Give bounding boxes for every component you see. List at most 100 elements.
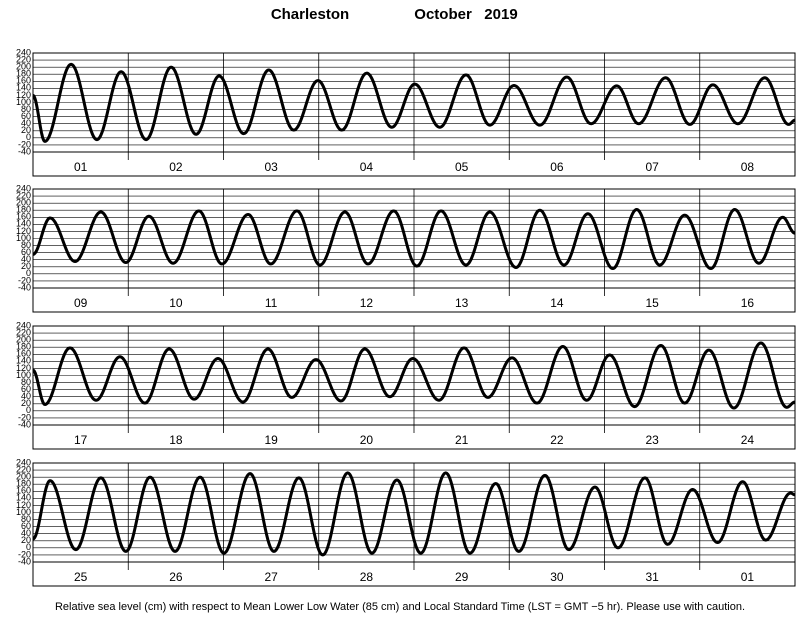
- y-tick-label: 220: [16, 54, 31, 64]
- day-label: 01: [74, 160, 88, 174]
- y-tick-label: 100: [16, 233, 31, 243]
- day-label: 07: [645, 160, 659, 174]
- tide-line: [32, 208, 796, 271]
- day-label: 27: [264, 570, 278, 584]
- tide-line: [32, 62, 797, 143]
- y-tick-label: -40: [18, 146, 31, 156]
- day-label: 20: [360, 433, 374, 447]
- day-label: 12: [360, 296, 374, 310]
- day-label: 30: [550, 570, 564, 584]
- y-tick-label: 20: [21, 125, 31, 135]
- y-tick-label: 140: [16, 356, 31, 366]
- day-label: 15: [645, 296, 659, 310]
- y-tick-label: 120: [16, 90, 31, 100]
- y-tick-label: 140: [16, 493, 31, 503]
- y-tick-label: 40: [21, 254, 31, 264]
- y-tick-label: 180: [16, 69, 31, 79]
- y-tick-label: 20: [21, 261, 31, 271]
- y-tick-label: 120: [16, 363, 31, 373]
- y-tick-label: -20: [18, 549, 31, 559]
- day-label: 19: [264, 433, 278, 447]
- day-label: 08: [741, 160, 755, 174]
- y-tick-label: -40: [18, 419, 31, 429]
- day-label: 11: [265, 296, 278, 310]
- y-tick-label: -40: [18, 282, 31, 292]
- y-tick-label: -20: [18, 275, 31, 285]
- y-tick-label: 220: [16, 464, 31, 474]
- y-tick-label: 80: [21, 240, 31, 250]
- y-tick-label: 200: [16, 62, 31, 72]
- y-tick-label: 160: [16, 486, 31, 496]
- day-label: 04: [360, 160, 374, 174]
- y-tick-label: 60: [21, 521, 31, 531]
- day-label: 09: [74, 296, 88, 310]
- y-tick-label: 60: [21, 247, 31, 257]
- day-label: 10: [169, 296, 183, 310]
- y-tick-label: 0: [26, 542, 31, 552]
- y-tick-label: 40: [21, 528, 31, 538]
- day-label: 05: [455, 160, 469, 174]
- y-tick-label: 180: [16, 342, 31, 352]
- y-tick-label: 0: [26, 268, 31, 278]
- y-tick-label: 140: [16, 219, 31, 229]
- day-label: 14: [550, 296, 564, 310]
- day-label: 18: [169, 433, 183, 447]
- day-label: 22: [550, 433, 564, 447]
- y-tick-label: 100: [16, 370, 31, 380]
- tide-line: [32, 471, 797, 557]
- y-tick-label: 80: [21, 104, 31, 114]
- plot-frame: [32, 188, 796, 313]
- day-label: 06: [550, 160, 564, 174]
- date: October 2019: [414, 6, 517, 23]
- y-tick-label: 100: [16, 507, 31, 517]
- y-tick-label: 20: [21, 398, 31, 408]
- y-tick-label: 80: [21, 377, 31, 387]
- plot-frame: [32, 462, 796, 587]
- plot-frame: [32, 325, 796, 450]
- day-label: 01: [741, 570, 755, 584]
- day-label: 17: [74, 433, 88, 447]
- plot-frame: [32, 52, 796, 177]
- y-tick-label: 60: [21, 111, 31, 121]
- title: Charleston: [271, 6, 349, 23]
- y-tick-label: -40: [18, 556, 31, 566]
- y-tick-label: 80: [21, 514, 31, 524]
- y-tick-label: 140: [16, 83, 31, 93]
- y-tick-label: 120: [16, 226, 31, 236]
- day-label: 25: [74, 570, 88, 584]
- y-tick-label: 160: [16, 212, 31, 222]
- y-tick-label: -20: [18, 139, 31, 149]
- y-tick-label: -20: [18, 412, 31, 422]
- y-tick-label: 200: [16, 335, 31, 345]
- y-tick-label: 160: [16, 349, 31, 359]
- day-label: 21: [455, 433, 469, 447]
- y-tick-label: 0: [26, 405, 31, 415]
- y-tick-label: 240: [16, 47, 31, 57]
- day-label: 23: [645, 433, 659, 447]
- day-label: 13: [455, 296, 469, 310]
- day-label: 02: [169, 160, 183, 174]
- y-tick-label: 160: [16, 76, 31, 86]
- y-tick-label: 20: [21, 535, 31, 545]
- day-label: 24: [741, 433, 755, 447]
- y-tick-label: 120: [16, 500, 31, 510]
- day-label: 16: [741, 296, 755, 310]
- tide-line: [32, 341, 797, 410]
- y-tick-label: 100: [16, 97, 31, 107]
- y-tick-label: 220: [16, 327, 31, 337]
- y-tick-label: 240: [16, 320, 31, 330]
- y-tick-label: 40: [21, 118, 31, 128]
- day-label: 28: [360, 570, 374, 584]
- y-tick-label: 200: [16, 198, 31, 208]
- day-label: 03: [264, 160, 278, 174]
- y-tick-label: 180: [16, 205, 31, 215]
- y-tick-label: 200: [16, 472, 31, 482]
- footer-note: Relative sea level (cm) with respect to …: [55, 601, 745, 613]
- y-tick-label: 0: [26, 132, 31, 142]
- y-tick-label: 220: [16, 190, 31, 200]
- day-label: 31: [645, 570, 659, 584]
- y-tick-label: 240: [16, 457, 31, 467]
- y-tick-label: 240: [16, 183, 31, 193]
